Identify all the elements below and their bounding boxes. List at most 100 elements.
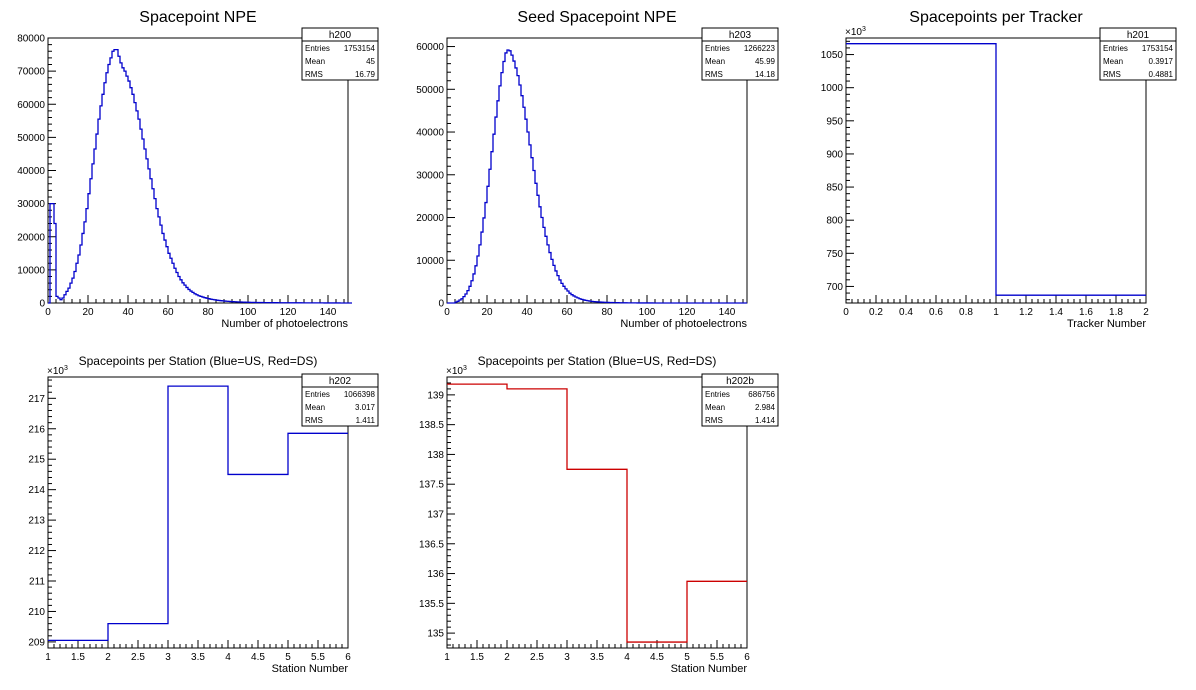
x-tick-label: 1.5 xyxy=(71,652,85,663)
x-tick-label: 1.5 xyxy=(470,652,484,663)
stats-value: 1066398 xyxy=(344,390,376,399)
x-tick-label: 1.8 xyxy=(1109,307,1123,318)
y-tick-label: 900 xyxy=(826,149,843,160)
y-tick-label: 139 xyxy=(427,390,444,401)
x-tick-label: 5.5 xyxy=(311,652,325,663)
stats-name: h203 xyxy=(729,30,752,41)
y-tick-label: 850 xyxy=(826,183,843,194)
y-exponent-label: ×103 xyxy=(47,365,68,377)
x-tick-label: 3.5 xyxy=(590,652,604,663)
y-tick-label: 135.5 xyxy=(419,599,444,610)
stats-key: Entries xyxy=(1103,44,1128,53)
x-tick-label: 2.5 xyxy=(530,652,544,663)
y-tick-label: 137 xyxy=(427,509,444,520)
x-tick-label: 120 xyxy=(280,307,297,318)
x-tick-label: 60 xyxy=(162,307,174,318)
stats-key: Mean xyxy=(305,57,325,66)
histogram-panel-4: Spacepoints per Station (Blue=US, Red=DS… xyxy=(28,354,379,675)
stats-key: Entries xyxy=(705,44,730,53)
x-tick-label: 1.4 xyxy=(1049,307,1063,318)
y-tick-label: 10000 xyxy=(416,256,444,267)
x-axis-label: Station Number xyxy=(272,663,349,675)
stats-value: 45 xyxy=(366,57,375,66)
y-tick-label: 216 xyxy=(28,424,45,435)
y-tick-label: 50000 xyxy=(416,85,444,96)
y-tick-label: 135 xyxy=(427,629,444,640)
x-tick-label: 2 xyxy=(105,652,111,663)
x-tick-label: 3 xyxy=(564,652,570,663)
stats-value: 0.4881 xyxy=(1149,70,1174,79)
y-tick-label: 700 xyxy=(826,282,843,293)
x-tick-label: 1.2 xyxy=(1019,307,1033,318)
stats-box: h202 Entries 1066398 Mean 3.017 RMS 1.411 xyxy=(301,373,379,427)
x-tick-label: 5 xyxy=(285,652,291,663)
stats-key: Entries xyxy=(705,390,730,399)
y-exponent-label: ×103 xyxy=(446,365,467,377)
chart-title: Spacepoints per Station (Blue=US, Red=DS… xyxy=(79,354,318,368)
stats-name: h200 xyxy=(329,30,352,41)
stats-key: RMS xyxy=(305,416,323,425)
stats-box: h203 Entries 1266223 Mean 45.99 RMS 14.18 xyxy=(701,27,779,81)
stats-key: RMS xyxy=(705,416,723,425)
stats-value: 3.017 xyxy=(355,403,376,412)
x-tick-label: 0.2 xyxy=(869,307,883,318)
x-tick-label: 6 xyxy=(345,652,351,663)
x-tick-label: 0 xyxy=(444,307,450,318)
y-tick-label: 40000 xyxy=(17,166,45,177)
x-tick-label: 6 xyxy=(744,652,750,663)
y-tick-label: 20000 xyxy=(416,213,444,224)
x-tick-label: 1 xyxy=(993,307,999,318)
y-tick-label: 20000 xyxy=(17,232,45,243)
y-tick-label: 211 xyxy=(29,577,45,588)
x-tick-label: 3.5 xyxy=(191,652,205,663)
x-tick-label: 20 xyxy=(82,307,94,318)
y-tick-label: 0 xyxy=(438,299,444,310)
y-tick-label: 137.5 xyxy=(419,480,444,491)
x-tick-label: 4 xyxy=(624,652,630,663)
x-tick-label: 120 xyxy=(679,307,696,318)
x-tick-label: 1.6 xyxy=(1079,307,1093,318)
y-tick-label: 214 xyxy=(28,485,45,496)
histogram-panel-5: Spacepoints per Station (Blue=US, Red=DS… xyxy=(419,354,779,675)
x-tick-label: 40 xyxy=(122,307,134,318)
stats-value: 1.411 xyxy=(356,416,376,425)
y-tick-label: 0 xyxy=(39,299,45,310)
x-tick-label: 5.5 xyxy=(710,652,724,663)
stats-value: 1266223 xyxy=(744,44,776,53)
stats-key: Mean xyxy=(705,403,725,412)
x-tick-label: 140 xyxy=(719,307,736,318)
histogram-panel-2: Seed Spacepoint NPE 0 20 40 60 80 100 120 140 0 10… xyxy=(416,9,779,330)
y-tick-label: 30000 xyxy=(17,199,45,210)
x-tick-label: 2 xyxy=(504,652,510,663)
x-tick-label: 80 xyxy=(202,307,214,318)
stats-value: 2.984 xyxy=(755,403,776,412)
y-tick-label: 138 xyxy=(427,450,444,461)
chart-title: Spacepoints per Tracker xyxy=(909,9,1083,26)
y-tick-label: 950 xyxy=(826,116,843,127)
histogram-line xyxy=(846,43,1146,296)
x-tick-label: 60 xyxy=(561,307,573,318)
stats-box: h202b Entries 686756 Mean 2.984 RMS 1.414 xyxy=(701,373,779,427)
x-tick-label: 4.5 xyxy=(251,652,265,663)
x-tick-label: 80 xyxy=(601,307,613,318)
stats-key: Mean xyxy=(1103,57,1123,66)
x-tick-label: 1 xyxy=(444,652,450,663)
stats-name: h202b xyxy=(726,376,754,387)
stats-name: h201 xyxy=(1127,30,1150,41)
stats-value: 1753154 xyxy=(1142,44,1174,53)
histogram-panel-3: Spacepoints per Tracker 0 0.2 0.4 0.6 0.8 1 1.2… xyxy=(821,9,1177,330)
x-tick-label: 0 xyxy=(45,307,51,318)
y-tick-label: 40000 xyxy=(416,128,444,139)
y-tick-label: 215 xyxy=(28,455,45,466)
stats-value: 14.18 xyxy=(755,70,776,79)
stats-name: h202 xyxy=(329,376,352,387)
y-tick-label: 138.5 xyxy=(419,420,444,431)
stats-key: Entries xyxy=(305,390,330,399)
x-tick-label: 2 xyxy=(1143,307,1149,318)
x-axis-label: Station Number xyxy=(671,663,748,675)
x-tick-label: 4 xyxy=(225,652,231,663)
y-tick-label: 217 xyxy=(28,394,45,405)
y-tick-label: 70000 xyxy=(17,67,45,78)
stats-value: 45.99 xyxy=(755,57,776,66)
x-tick-label: 140 xyxy=(320,307,337,318)
